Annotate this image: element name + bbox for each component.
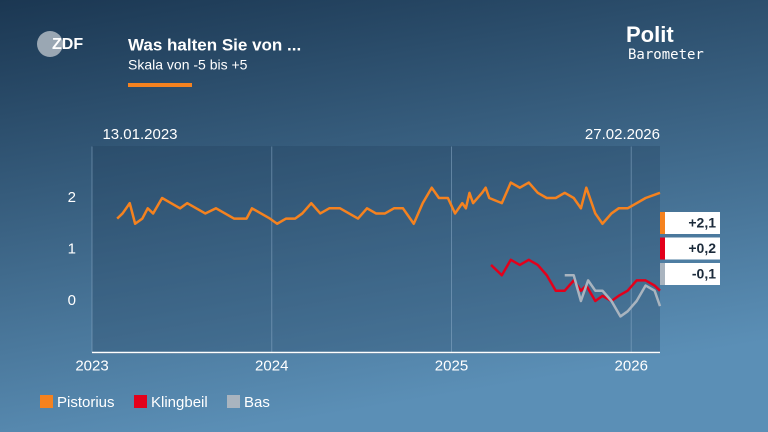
legend-swatch xyxy=(40,395,53,408)
end-label-box xyxy=(664,263,720,285)
y-tick-label: 1 xyxy=(68,240,76,257)
plot-area xyxy=(92,146,660,354)
end-label: -0,1 xyxy=(692,266,716,282)
end-label-swatch xyxy=(660,263,665,285)
end-label-box xyxy=(664,237,720,260)
chart-subtitle: Skala von -5 bis +5 xyxy=(128,57,248,73)
x-tick-label: 2024 xyxy=(255,357,288,374)
legend-label: Bas xyxy=(244,394,270,411)
show-logo: Barometer xyxy=(628,47,704,63)
logo-circle xyxy=(37,31,63,57)
legend-label: Klingbeil xyxy=(151,394,208,411)
legend-swatch xyxy=(134,395,147,408)
y-tick-label: 0 xyxy=(68,292,76,309)
start-date: 13.01.2023 xyxy=(102,126,177,143)
end-date: 27.02.2026 xyxy=(585,126,660,143)
legend-swatch xyxy=(227,395,240,408)
end-label-box xyxy=(664,212,720,234)
end-label-swatch xyxy=(660,212,665,234)
end-label: +0,2 xyxy=(688,240,716,256)
end-label-swatch xyxy=(660,237,665,260)
line xyxy=(490,258,661,303)
chart-title: Was halten Sie von ... xyxy=(128,35,301,54)
legend-label: Pistorius xyxy=(57,394,115,411)
x-tick-label: 2023 xyxy=(75,357,108,374)
end-label: +2,1 xyxy=(688,215,716,231)
x-tick-label: 2025 xyxy=(435,357,468,374)
line xyxy=(564,274,662,318)
show-logo: Polit xyxy=(626,22,674,47)
y-tick-label: 2 xyxy=(68,189,76,206)
line xyxy=(116,181,661,225)
channel-logo: ZDF xyxy=(52,36,83,53)
accent-bar xyxy=(128,83,192,87)
x-tick-label: 2026 xyxy=(615,357,648,374)
